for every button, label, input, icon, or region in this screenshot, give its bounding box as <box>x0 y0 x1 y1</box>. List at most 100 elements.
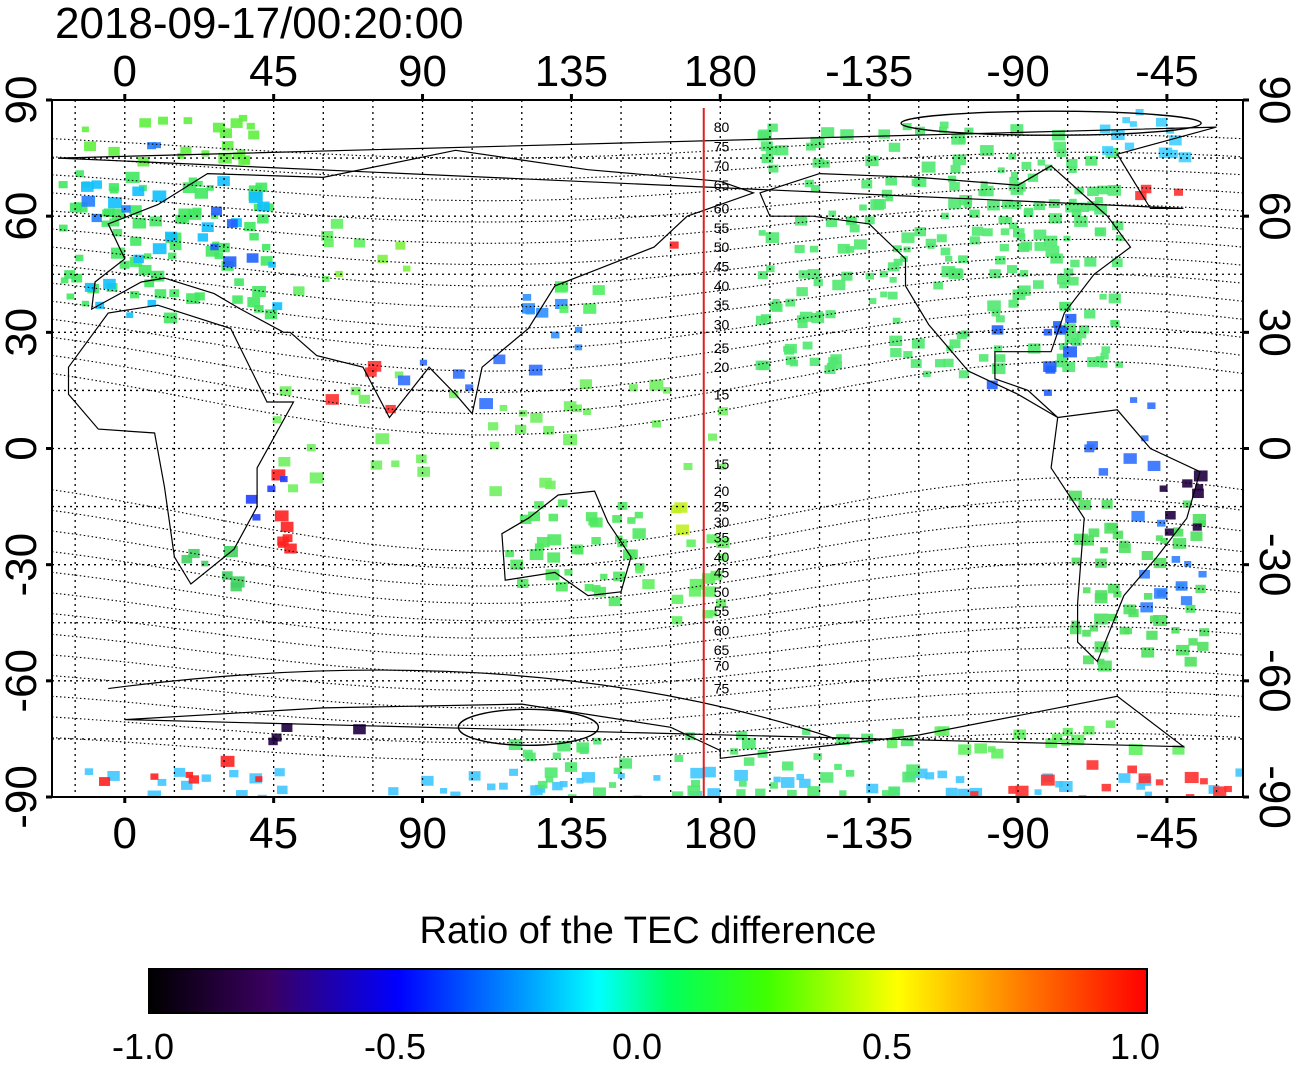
tec-cell <box>1008 153 1017 160</box>
tec-cell <box>951 133 966 145</box>
tec-cell <box>690 767 704 779</box>
tec-cell <box>1099 293 1107 300</box>
tec-cell <box>322 276 330 282</box>
tec-cell <box>1158 147 1173 159</box>
tec-cell <box>1153 615 1167 627</box>
tec-cell <box>1094 227 1107 237</box>
tec-cell <box>593 586 607 597</box>
magnetic-contour <box>52 360 1243 436</box>
tec-cell <box>1053 321 1062 328</box>
tec-cell <box>567 794 577 797</box>
tec-cell <box>154 289 167 299</box>
tec-cell <box>1107 184 1122 196</box>
tec-cell <box>1066 158 1078 168</box>
tec-cell <box>1059 301 1072 312</box>
tec-cell <box>688 586 702 597</box>
tec-cell <box>1235 768 1243 777</box>
magnetic-contour <box>52 711 1243 744</box>
tec-cell <box>234 278 244 286</box>
tec-cell <box>163 312 178 324</box>
tec-cell <box>1063 323 1076 334</box>
tec-cell <box>547 552 561 563</box>
tec-cell <box>940 247 951 256</box>
tec-cell <box>922 370 931 378</box>
tec-cell <box>767 123 778 132</box>
magnetic-contour <box>52 604 1243 657</box>
tec-cell <box>903 351 913 359</box>
tec-cell <box>255 776 263 782</box>
tec-cell <box>129 205 142 216</box>
tec-cell <box>608 596 621 607</box>
tec-cell <box>794 244 805 254</box>
tec-cell <box>613 767 622 774</box>
tec-cell <box>1055 781 1064 788</box>
bottom-lon-label: -90 <box>986 809 1050 858</box>
tec-cell <box>796 773 804 781</box>
contour-label: 65 <box>714 642 730 658</box>
tec-cell <box>244 221 256 232</box>
tec-cell <box>802 728 811 735</box>
tec-cell <box>890 348 902 358</box>
colorbar <box>148 968 1148 1014</box>
tec-cell <box>1078 499 1091 510</box>
tec-cell <box>687 785 701 796</box>
tec-cell <box>1124 142 1135 151</box>
tec-cell <box>1015 785 1029 797</box>
tec-cell <box>1099 361 1108 368</box>
tec-cell <box>982 228 993 237</box>
tec-cell <box>188 177 198 185</box>
tec-cell <box>921 161 936 173</box>
tec-cell <box>1115 361 1124 368</box>
tec-cell <box>81 181 94 192</box>
tec-cell <box>563 401 577 412</box>
tec-cell <box>991 309 1001 317</box>
tec-cell <box>757 271 768 280</box>
tec-cell <box>849 224 860 233</box>
tec-cell <box>559 305 569 313</box>
magnetic-contour <box>52 169 1243 202</box>
magnetic-contour <box>52 668 1243 709</box>
tec-cell <box>534 501 544 509</box>
tec-cell <box>958 370 969 379</box>
tec-cell <box>795 215 808 226</box>
left-tick <box>46 795 52 799</box>
tec-cell <box>702 766 716 778</box>
tec-cell <box>991 325 1004 335</box>
tec-cell <box>1051 733 1063 743</box>
tec-cell <box>1128 743 1143 756</box>
tec-cell <box>834 763 842 770</box>
tec-cell <box>288 484 299 493</box>
tec-cell <box>1122 117 1130 124</box>
tec-cell <box>1071 208 1082 217</box>
tec-cell <box>1084 309 1096 319</box>
top-lon-label: 90 <box>398 47 447 96</box>
tec-cell <box>717 407 729 416</box>
tec-cell <box>1084 444 1095 453</box>
tec-cell <box>736 789 746 797</box>
tec-cell <box>187 209 202 220</box>
tec-cell <box>440 788 448 794</box>
tec-cell <box>957 788 970 797</box>
tec-cell <box>886 739 898 749</box>
tec-cell <box>593 737 602 745</box>
tec-cell <box>1033 200 1046 211</box>
tec-cell <box>1193 470 1208 482</box>
left-lat-label: 90 <box>0 76 46 125</box>
tec-cell <box>268 261 276 268</box>
left-lat-label: 60 <box>0 192 46 241</box>
tec-cell <box>518 410 527 417</box>
tec-cell <box>252 286 266 298</box>
tec-cell <box>530 412 543 423</box>
tec-cell <box>1037 159 1046 166</box>
tec-cell <box>487 422 499 431</box>
bottom-tick <box>867 797 871 803</box>
left-lat-label: -60 <box>0 649 46 713</box>
tec-cell <box>1139 569 1150 579</box>
tec-cell <box>109 218 120 227</box>
tec-cell <box>987 746 996 753</box>
tec-cell <box>238 155 251 165</box>
tec-cell <box>1146 630 1158 640</box>
tec-cell <box>627 517 636 524</box>
tec-cell <box>634 562 645 571</box>
left-tick <box>46 214 52 218</box>
